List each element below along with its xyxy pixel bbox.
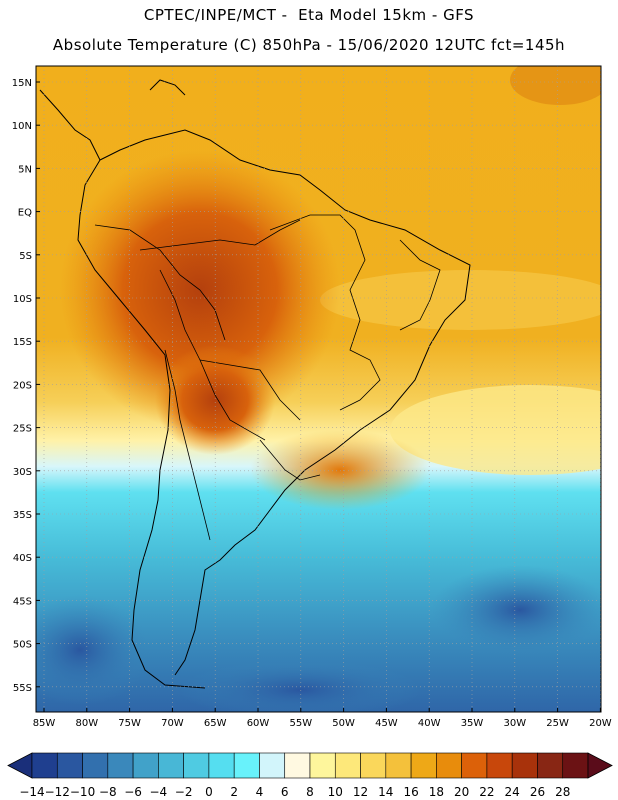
colorbar-swatch (208, 752, 235, 779)
country-borders (94, 214, 441, 541)
colorbar-swatch (259, 752, 286, 779)
colorbar-tick-label: −2 (175, 785, 193, 799)
colorbar: −14 −12 −10 −8 −6 −4 −2 0 2 4 6 8 10 12 14 16 18 20 22 24 26… (7, 752, 613, 799)
colorbar-swatch (31, 752, 58, 779)
lat-label: 5N (18, 164, 32, 175)
colorbar-under-arrow (7, 752, 33, 779)
lat-label: 45S (13, 596, 32, 607)
colorbar-tick-label: −10 (70, 785, 95, 799)
colorbar-tick-label: 24 (505, 785, 520, 799)
colorbar-tick-label: 10 (328, 785, 343, 799)
colorbar-swatch (56, 752, 83, 779)
lon-label: 50W (332, 718, 355, 729)
colorbar-tick-label: 8 (306, 785, 314, 799)
colorbar-tick-label: 20 (454, 785, 469, 799)
lat-label: 40S (13, 553, 32, 564)
lon-label: 25W (546, 718, 569, 729)
colorbar-swatch (233, 752, 260, 779)
colorbar-swatch (562, 752, 589, 779)
colorbar-swatch (158, 752, 184, 779)
colorbar-tick-label: −8 (99, 785, 117, 799)
colorbar-swatch (183, 752, 210, 779)
lon-label: 85W (33, 718, 56, 729)
colorbar-tick-label: 6 (281, 785, 289, 799)
colorbar-swatch (284, 752, 311, 779)
colorbar-tick-label: −4 (150, 785, 168, 799)
colorbar-swatch (107, 752, 134, 779)
colorbar-swatch (537, 752, 564, 779)
colorbar-tick-label: 26 (530, 785, 545, 799)
lat-label: 20S (13, 380, 32, 391)
colorbar-over-arrow (587, 752, 613, 779)
colorbar-swatch (436, 752, 462, 779)
colorbar-swatch (410, 752, 437, 779)
colorbar-tick-label: −14 (19, 785, 44, 799)
lat-label: 25S (13, 424, 32, 435)
map-title-line-1: CPTEC/INPE/MCT - Eta Model 15km - GFS (143, 6, 475, 24)
map-title-line-2: Absolute Temperature (C) 850hPa - 15/06/… (52, 36, 566, 54)
colorbar-tick-label: 14 (378, 785, 393, 799)
lon-label: 45W (375, 718, 398, 729)
lon-label: 75W (118, 718, 141, 729)
lat-label: 50S (13, 640, 32, 651)
colorbar-tick-label: 16 (403, 785, 418, 799)
coastline (39, 79, 471, 689)
lon-label: 65W (204, 718, 227, 729)
colorbar-swatch (309, 752, 336, 779)
lon-label: 55W (289, 718, 312, 729)
lat-label: 10N (12, 121, 32, 132)
lon-label: 70W (161, 718, 184, 729)
lat-label: 35S (13, 510, 32, 521)
colorbar-tick-label: 28 (555, 785, 570, 799)
colorbar-swatch (486, 752, 513, 779)
colorbar-swatch (334, 752, 361, 779)
colorbar-tick-label: 18 (429, 785, 444, 799)
colorbar-tick-label: 4 (256, 785, 264, 799)
temperature-field (36, 66, 601, 712)
lon-label: 35W (461, 718, 484, 729)
colorbar-tick-label: 0 (205, 785, 213, 799)
colorbar-swatch (461, 752, 488, 779)
lat-label: 5S (19, 251, 32, 262)
lon-label: 80W (75, 718, 98, 729)
lat-label: EQ (18, 208, 32, 219)
latitude-labels: 15N 10N 5N EQ 5S 10S 15S 20S 25S 30S 35S 40S 45S 50S 5… (12, 78, 40, 694)
lon-label: 30W (503, 718, 526, 729)
longitude-labels: 85W 80W 75W 70W 65W 60W 55W 50W 45W 40W 35W 30W 25W 2… (33, 708, 612, 729)
colorbar-tick-label: 22 (479, 785, 494, 799)
map-frame (35, 65, 602, 713)
colorbar-tick-label: −12 (45, 785, 70, 799)
lat-label: 10S (13, 294, 32, 305)
lat-label: 15N (12, 78, 32, 89)
colorbar-swatch (132, 752, 159, 779)
colorbar-swatch (511, 752, 538, 779)
lat-label: 30S (13, 467, 32, 478)
lat-label: 15S (13, 337, 32, 348)
lon-label: 20W (589, 718, 612, 729)
colorbar-swatch (82, 752, 109, 779)
lon-label: 40W (418, 718, 441, 729)
colorbar-tick-label: 2 (230, 785, 238, 799)
lon-label: 60W (247, 718, 270, 729)
colorbar-tick-label: 12 (353, 785, 368, 799)
colorbar-swatch (385, 752, 412, 779)
colorbar-tick-label: −6 (124, 785, 142, 799)
colorbar-swatch (360, 752, 387, 779)
lat-label: 55S (13, 683, 32, 694)
